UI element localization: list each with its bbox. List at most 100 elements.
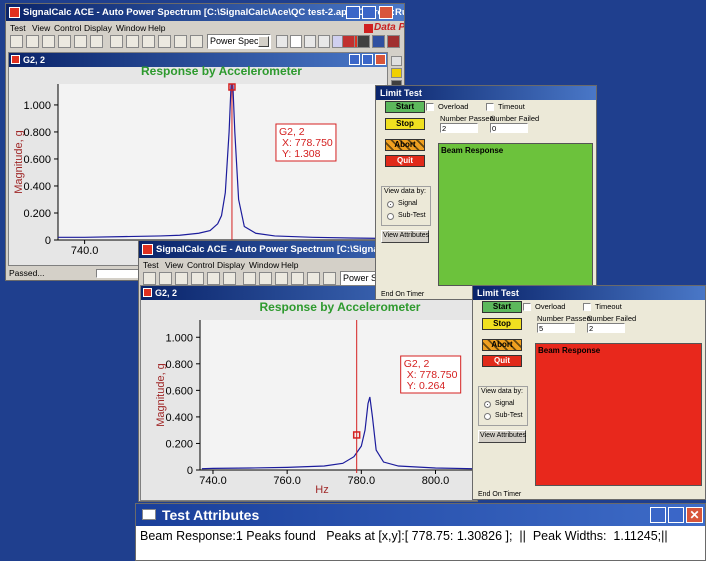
counter-label: Number Failed [587, 314, 637, 323]
counter-value: 2 [589, 324, 594, 333]
menu-item[interactable]: Help [281, 260, 299, 270]
menu-item[interactable]: Test [143, 260, 159, 270]
view-attributes-button[interactable]: View Attributes [381, 230, 429, 243]
test-button[interactable]: Quit [385, 155, 425, 167]
maximize-button[interactable] [668, 507, 684, 523]
title-bar: Limit Test [376, 86, 596, 100]
checkbox[interactable] [583, 303, 591, 311]
toolbar-button[interactable] [158, 35, 171, 48]
test-button[interactable]: Abort [482, 339, 522, 351]
attributes-text: Beam Response:1 Peaks found Peaks at [x,… [140, 529, 668, 543]
test-button-label: Quit [494, 356, 510, 365]
close-button[interactable] [375, 54, 386, 65]
toolbar-button[interactable] [90, 35, 103, 48]
attributes-window: Test Attributes ✕ Beam Response:1 Peaks … [135, 503, 706, 561]
radio-button[interactable] [387, 201, 394, 208]
menu-item[interactable]: Window [249, 260, 280, 270]
toolbar-button[interactable] [307, 272, 320, 285]
view-attributes-label: View Attributes [383, 232, 430, 239]
toolbar-button[interactable] [259, 272, 272, 285]
toolbar-combo[interactable]: Power Spec ( [207, 34, 271, 49]
checkbox[interactable] [426, 103, 434, 111]
test-button[interactable]: Abort [385, 139, 425, 151]
radio-button[interactable] [387, 213, 394, 220]
toolbar-button[interactable] [110, 35, 123, 48]
toolbar-button[interactable] [304, 35, 316, 48]
test-button[interactable]: Stop [385, 118, 425, 130]
maximize-button[interactable] [362, 6, 376, 19]
minimize-button[interactable] [346, 6, 360, 19]
menu-item[interactable]: Display [84, 23, 112, 33]
toolbar-button[interactable] [387, 35, 400, 48]
toolbar-button[interactable] [276, 35, 288, 48]
radio-label: Sub-Test [495, 412, 523, 419]
checkbox[interactable] [486, 103, 494, 111]
counter-box: 5 [537, 323, 575, 333]
toolbar-button[interactable] [275, 272, 288, 285]
plot-window: G2, 2 [140, 285, 477, 501]
checkbox[interactable] [523, 303, 531, 311]
minimize-button[interactable] [349, 54, 360, 65]
toolbar-button[interactable] [142, 35, 155, 48]
radio-button[interactable] [484, 413, 491, 420]
counter-box: 2 [440, 123, 478, 133]
toolbar-button[interactable] [318, 35, 330, 48]
checkbox-label: Timeout [498, 102, 525, 111]
toolbar-button[interactable] [74, 35, 87, 48]
radio-label: Signal [495, 400, 515, 407]
menu-item[interactable]: Window [116, 23, 147, 33]
toolbar-button[interactable] [291, 272, 304, 285]
toolbar-button[interactable] [190, 35, 203, 48]
test-button-label: Start [492, 302, 512, 311]
counter-label: Number Passed [440, 114, 494, 123]
toolbar-button[interactable] [342, 35, 355, 48]
close-button[interactable] [379, 6, 393, 19]
radio-label: Signal [398, 200, 418, 207]
plot-window: G2, 2 [8, 52, 388, 266]
combo-arrow[interactable] [258, 36, 269, 47]
toolbar-button[interactable] [159, 272, 172, 285]
toolbar-button[interactable] [58, 35, 71, 48]
test-button[interactable]: Start [482, 301, 522, 313]
side-button[interactable] [391, 56, 402, 66]
menu-item[interactable]: Display [217, 260, 245, 270]
toolbar-button[interactable] [290, 35, 302, 48]
close-button[interactable]: ✕ [686, 507, 703, 523]
toolbar-button[interactable] [174, 35, 187, 48]
toolbar-button[interactable] [191, 272, 204, 285]
test-button-label: Stop [493, 319, 511, 328]
limit-test-window: Limit Test Start Stop Abort Quit Overload Time… [375, 85, 597, 300]
toolbar-button[interactable] [372, 35, 385, 48]
menu-item[interactable]: View [32, 23, 51, 33]
result-panel: Beam Response [535, 343, 702, 486]
menu-item[interactable]: Control [54, 23, 82, 33]
plot-window-title: G2, 2 [23, 55, 46, 65]
toolbar-button[interactable] [207, 272, 220, 285]
test-button[interactable]: Quit [482, 355, 522, 367]
toolbar-button[interactable] [143, 272, 156, 285]
toolbar-button[interactable] [26, 35, 39, 48]
side-button[interactable] [391, 68, 402, 78]
toolbar-button[interactable] [323, 272, 336, 285]
toolbar-button[interactable] [243, 272, 256, 285]
view-attributes-button[interactable]: View Attributes [478, 430, 526, 443]
checkbox-label: Overload [438, 102, 469, 111]
menu-item[interactable]: Control [187, 260, 215, 270]
test-button[interactable]: Start [385, 101, 425, 113]
test-button[interactable]: Stop [482, 318, 522, 330]
menu-item[interactable]: Test [10, 23, 26, 33]
minimize-button[interactable] [650, 507, 666, 523]
view-group-title: View data by: [481, 388, 523, 395]
brand-logo [364, 24, 373, 33]
window-title: SignalCalc ACE - Auto Power Spectrum [C:… [156, 244, 478, 255]
toolbar-button[interactable] [175, 272, 188, 285]
toolbar-button[interactable] [223, 272, 236, 285]
toolbar-button[interactable] [10, 35, 23, 48]
toolbar-button[interactable] [126, 35, 139, 48]
menu-item[interactable]: Help [148, 23, 166, 33]
radio-button[interactable] [484, 401, 491, 408]
menu-item[interactable]: View [165, 260, 184, 270]
toolbar-button[interactable] [42, 35, 55, 48]
maximize-button[interactable] [362, 54, 373, 65]
toolbar-button[interactable] [357, 35, 370, 48]
